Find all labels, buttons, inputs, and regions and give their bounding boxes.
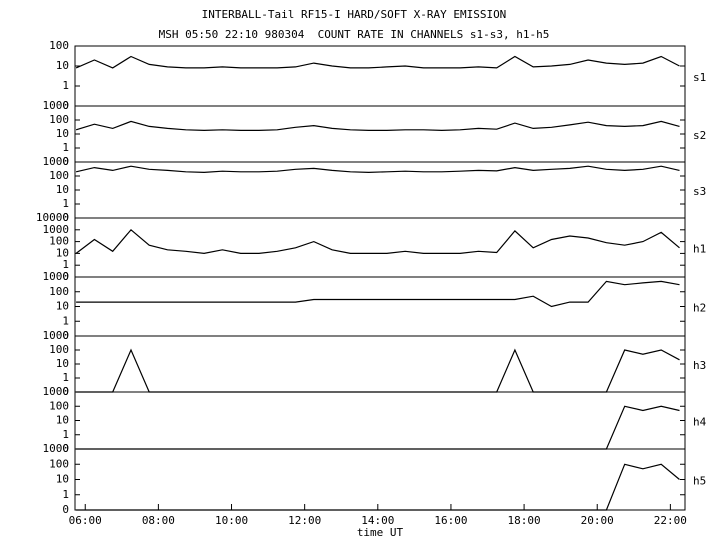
y-tick-label: 10 xyxy=(56,127,69,140)
x-tick-label: 20:00 xyxy=(581,514,614,527)
panel-frame xyxy=(74,217,686,278)
series-line xyxy=(76,348,680,393)
series-line xyxy=(76,405,680,450)
x-tick-label: 14:00 xyxy=(361,514,394,527)
y-tick-label: 100 xyxy=(49,457,69,470)
y-tick-label: 10 xyxy=(56,183,69,196)
series-label: h4 xyxy=(693,416,707,429)
y-tick-label: 1 xyxy=(62,488,69,501)
panel-frame xyxy=(74,276,686,337)
y-tick-label: 10 xyxy=(56,473,69,486)
y-tick-label: 100 xyxy=(49,113,69,126)
y-tick-label: 0 xyxy=(62,155,69,168)
y-tick-label: 1000 xyxy=(43,99,70,112)
series-line xyxy=(75,165,680,174)
y-tick-label: 10 xyxy=(56,246,69,259)
y-tick-label: 0 xyxy=(62,385,69,398)
series-label: h5 xyxy=(693,475,706,488)
y-tick-label: 100 xyxy=(49,343,69,356)
y-tick-label: 0 xyxy=(62,211,69,224)
x-tick-label: 16:00 xyxy=(434,514,467,527)
y-tick-label: 1000 xyxy=(43,442,70,455)
y-tick-label: 1 xyxy=(62,371,69,384)
y-tick-label: 1000 xyxy=(43,223,70,236)
panel-frame xyxy=(74,391,686,450)
series-label: h2 xyxy=(693,302,706,315)
series-label: s3 xyxy=(693,185,706,198)
x-tick-label: 18:00 xyxy=(508,514,541,527)
panel-frame xyxy=(74,105,686,163)
y-tick-label: 1 xyxy=(62,79,69,92)
y-tick-label: 1 xyxy=(62,258,69,271)
chart-title: INTERBALL-Tail RF15-I HARD/SOFT X-RAY EM… xyxy=(202,8,507,21)
y-tick-label: 10 xyxy=(56,300,69,313)
y-tick-label: 1000 xyxy=(43,270,70,283)
y-tick-label: 10 xyxy=(56,59,69,72)
series-line xyxy=(76,463,680,511)
series-label: s1 xyxy=(693,71,706,84)
x-tick-label: 12:00 xyxy=(288,514,321,527)
series-line xyxy=(75,228,680,255)
y-tick-label: 10 xyxy=(56,357,69,370)
series-label: h1 xyxy=(693,243,706,256)
y-tick-label: 1 xyxy=(62,141,69,154)
y-tick-label: 0 xyxy=(62,270,69,283)
y-tick-label: 0 xyxy=(62,503,69,516)
panel-frame xyxy=(74,45,686,107)
series-label: h3 xyxy=(693,359,706,372)
y-tick-label: 100 xyxy=(49,39,69,52)
series-line xyxy=(75,55,680,69)
y-tick-label: 100 xyxy=(49,285,69,298)
y-tick-label: 100 xyxy=(49,169,69,182)
y-tick-label: 1 xyxy=(62,314,69,327)
chart-subtitle: MSH 05:50 22:10 980304 COUNT RATE IN CHA… xyxy=(159,28,550,41)
x-tick-label: 22:00 xyxy=(654,514,687,527)
y-tick-label: 0 xyxy=(62,329,69,342)
y-tick-label: 0 xyxy=(62,99,69,112)
y-tick-label: 1000 xyxy=(43,385,70,398)
y-tick-label: 1 xyxy=(62,197,69,210)
series-line xyxy=(76,280,680,308)
y-tick-label: 1000 xyxy=(43,155,70,168)
x-tick-label: 08:00 xyxy=(142,514,175,527)
y-tick-label: 10 xyxy=(56,414,69,427)
y-tick-label: 0 xyxy=(62,442,69,455)
y-tick-label: 1000 xyxy=(43,329,70,342)
panel-frame xyxy=(74,335,686,393)
y-tick-label: 100 xyxy=(49,235,69,248)
series-label: s2 xyxy=(693,129,706,142)
y-tick-label: 1 xyxy=(62,428,69,441)
y-tick-label: 100 xyxy=(49,399,69,412)
x-tick-label: 06:00 xyxy=(69,514,102,527)
x-tick-label: 10:00 xyxy=(215,514,248,527)
panel-frame xyxy=(74,448,686,511)
y-tick-label: 10000 xyxy=(36,211,69,224)
x-axis-label: time UT xyxy=(357,526,404,539)
series-line xyxy=(75,120,680,132)
